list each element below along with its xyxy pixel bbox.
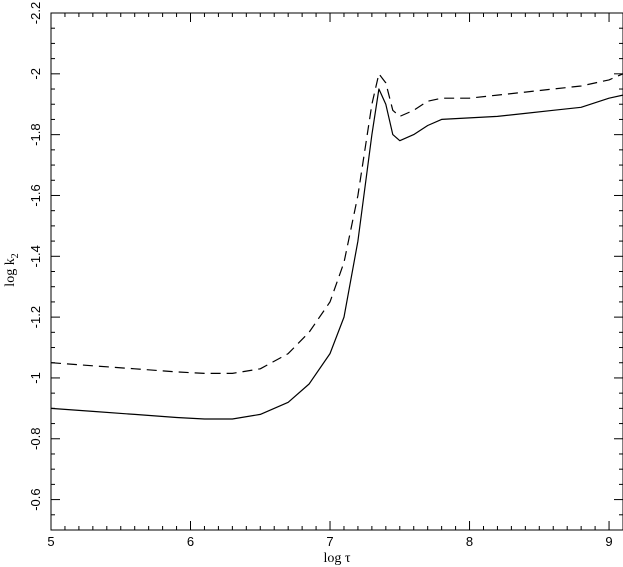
y-tick-label: -0.8 bbox=[28, 428, 43, 450]
y-tick-label: -1.6 bbox=[28, 184, 43, 206]
y-axis-label-subscript: 2 bbox=[10, 253, 21, 258]
series-layer bbox=[50, 73, 623, 420]
x-tick-label: 7 bbox=[326, 534, 333, 549]
y-tick-label: -1.8 bbox=[28, 123, 43, 145]
series-line-solid bbox=[50, 88, 623, 420]
y-axis-ticks: -0.6 -0.8 -1 -1.2 -1.4 -1.6 -1.8 -2 -2.2 bbox=[28, 2, 623, 516]
x-tick-label: 8 bbox=[466, 534, 473, 549]
y-tick-label: -1.2 bbox=[28, 306, 43, 328]
series-line-dashed bbox=[50, 73, 623, 374]
x-tick-label: 6 bbox=[187, 534, 194, 549]
y-tick-label: -1.4 bbox=[28, 245, 43, 267]
y-tick-label: -1 bbox=[28, 372, 43, 384]
y-tick-label: -0.6 bbox=[28, 488, 43, 510]
x-tick-label: 5 bbox=[47, 534, 54, 549]
y-tick-label: -2.2 bbox=[28, 2, 43, 24]
y-tick-label: -2 bbox=[28, 68, 43, 80]
y-axis-label-main: log k bbox=[3, 258, 18, 286]
y-axis-label: log k2 bbox=[3, 253, 21, 286]
plot-frame bbox=[50, 12, 623, 531]
x-axis-label: log τ bbox=[323, 551, 350, 566]
svg-text:log k2: log k2 bbox=[3, 253, 21, 286]
x-axis-ticks: 5 6 7 8 9 bbox=[47, 13, 623, 549]
x-tick-label: 9 bbox=[605, 534, 612, 549]
